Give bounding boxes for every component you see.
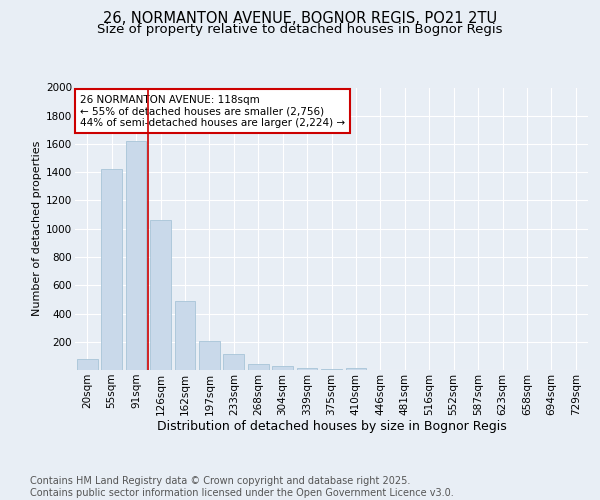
Bar: [272, 366, 293, 370]
X-axis label: Distribution of detached houses by size in Bognor Regis: Distribution of detached houses by size …: [157, 420, 506, 434]
Text: Contains HM Land Registry data © Crown copyright and database right 2025.
Contai: Contains HM Land Registry data © Crown c…: [30, 476, 454, 498]
Bar: [77, 358, 98, 370]
Bar: [125, 141, 146, 370]
Bar: [101, 170, 122, 370]
Y-axis label: Number of detached properties: Number of detached properties: [32, 141, 42, 316]
Bar: [346, 368, 367, 370]
Bar: [248, 364, 269, 370]
Text: 26 NORMANTON AVENUE: 118sqm
← 55% of detached houses are smaller (2,756)
44% of : 26 NORMANTON AVENUE: 118sqm ← 55% of det…: [80, 94, 345, 128]
Text: Size of property relative to detached houses in Bognor Regis: Size of property relative to detached ho…: [97, 22, 503, 36]
Bar: [296, 368, 317, 370]
Bar: [223, 354, 244, 370]
Bar: [321, 368, 342, 370]
Bar: [175, 301, 196, 370]
Bar: [199, 341, 220, 370]
Bar: [150, 220, 171, 370]
Text: 26, NORMANTON AVENUE, BOGNOR REGIS, PO21 2TU: 26, NORMANTON AVENUE, BOGNOR REGIS, PO21…: [103, 11, 497, 26]
